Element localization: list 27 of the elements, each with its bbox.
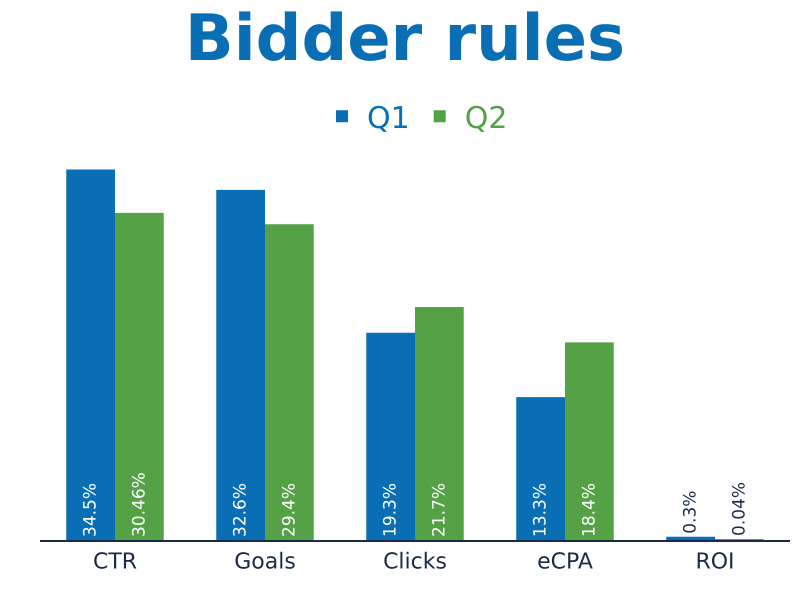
bar <box>415 306 464 540</box>
data-label: 0.3% <box>680 490 701 534</box>
data-label: 34.5% <box>80 482 101 537</box>
data-label: 30.46% <box>129 472 150 537</box>
bar <box>565 342 614 540</box>
x-tick-label: Clicks <box>383 549 447 574</box>
data-label: 0.04% <box>729 482 750 536</box>
chart-title: Bidder rules <box>184 2 626 76</box>
bar <box>516 397 565 540</box>
x-tick-label: Goals <box>234 549 296 574</box>
x-tick-label: ROI <box>695 549 735 574</box>
x-tick-label: CTR <box>92 549 138 574</box>
bar <box>66 170 115 540</box>
bar <box>115 212 164 540</box>
data-label: 32.6% <box>230 482 251 537</box>
legend-label: Q2 <box>464 100 508 136</box>
bar <box>666 536 715 540</box>
data-label: 21.7% <box>429 482 450 537</box>
data-label: 19.3% <box>380 482 401 537</box>
bar <box>366 332 415 540</box>
data-label: 13.3% <box>530 482 551 537</box>
bar <box>265 224 314 540</box>
bar <box>216 190 265 540</box>
legend-label: Q1 <box>367 100 410 136</box>
data-label: 29.4% <box>279 482 300 537</box>
data-label: 18.4% <box>579 482 600 537</box>
x-tick-label: eCPA <box>537 549 593 574</box>
